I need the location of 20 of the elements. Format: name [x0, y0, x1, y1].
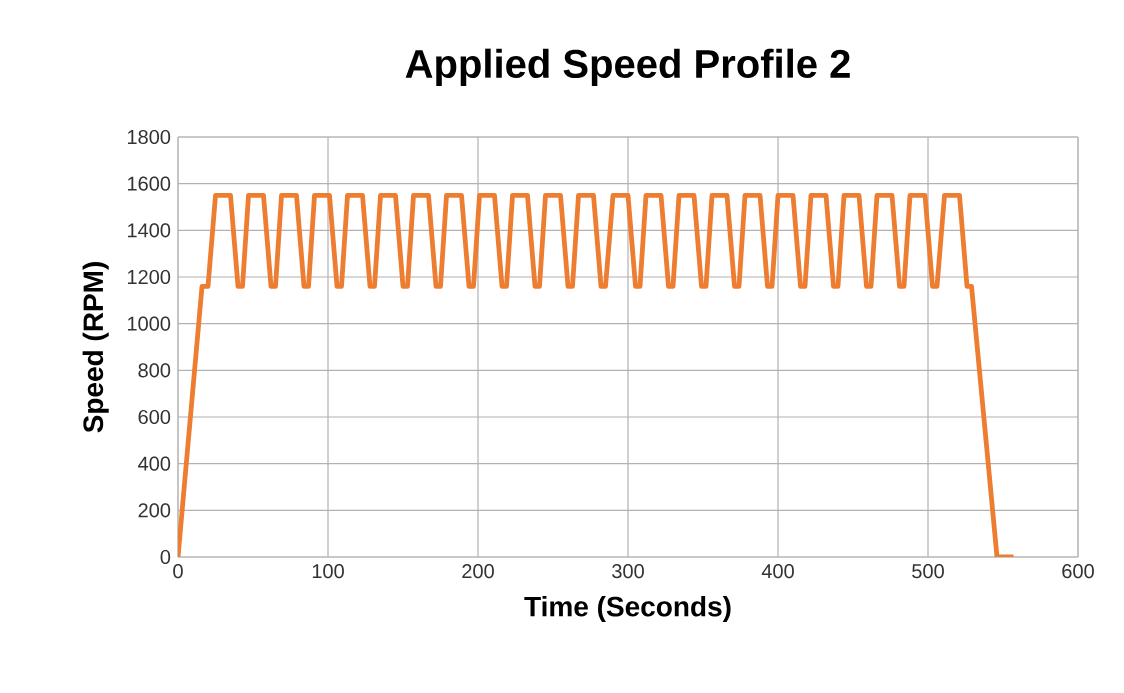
x-tick-label: 400 [761, 564, 794, 579]
x-tick-label: 300 [612, 564, 644, 579]
y-tick-label: 0 [160, 549, 171, 565]
chart-title: Applied Speed Profile 2 [405, 48, 850, 86]
y-tick-label: 1200 [127, 269, 171, 285]
y-tick-label: 200 [138, 503, 171, 518]
y-tick-label: 1800 [127, 129, 171, 145]
y-axis-title: Speed (RPM) [82, 262, 109, 433]
y-tick-label: 1400 [127, 223, 171, 238]
y-tick-label: 400 [138, 456, 171, 471]
y-tick-label: 800 [138, 363, 171, 378]
x-tick-label: 600 [1062, 564, 1094, 579]
x-tick-label: 500 [912, 564, 944, 579]
x-tick-label: 100 [312, 564, 344, 579]
x-tick-label: 200 [462, 564, 494, 579]
y-tick-label: 1600 [127, 176, 171, 191]
x-axis-title: Time (Seconds) [524, 595, 731, 623]
x-tick-label: 0 [173, 564, 183, 579]
y-tick-label: 1000 [127, 316, 171, 331]
y-tick-label: 600 [138, 409, 171, 425]
